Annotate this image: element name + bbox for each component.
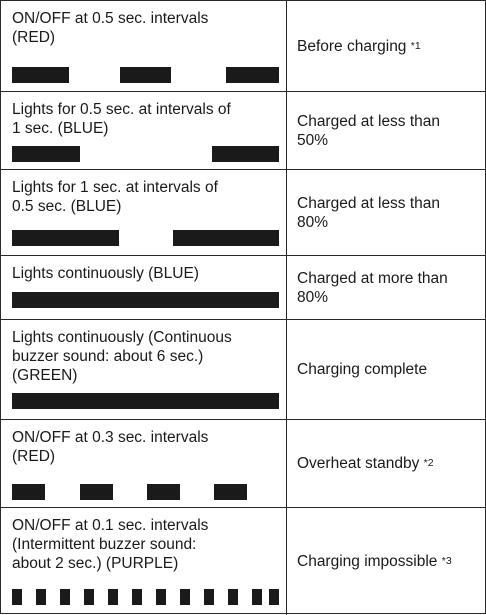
- light-segment: [132, 589, 142, 605]
- light-segment: [204, 589, 214, 605]
- light-segment: [269, 589, 279, 605]
- table-row: ON/OFF at 0.1 sec. intervals (Intermitte…: [1, 508, 485, 615]
- status-text: Charged at less than 80%: [297, 194, 441, 231]
- light-segment: [84, 589, 94, 605]
- status-text: Overheat standby: [297, 455, 420, 472]
- footnote-mark: *1: [410, 39, 421, 52]
- table-row: ON/OFF at 0.3 sec. intervals (RED) Overh…: [1, 420, 485, 508]
- indicator-description: Lights for 0.5 sec. at intervals of 1 se…: [12, 101, 231, 137]
- status-text: Charging impossible: [297, 553, 438, 570]
- light-segment: [80, 484, 113, 500]
- status-text: Charging complete: [297, 361, 428, 378]
- light-segment: [12, 589, 22, 605]
- light-segment: [120, 67, 171, 83]
- light-segment: [226, 67, 279, 83]
- table-row: Lights for 1 sec. at intervals of 0.5 se…: [1, 170, 485, 256]
- light-segment: [12, 67, 69, 83]
- indicator-description: Lights for 1 sec. at intervals of 0.5 se…: [12, 179, 218, 215]
- status-cell: Charging complete: [287, 320, 485, 419]
- indicator-cell: ON/OFF at 0.1 sec. intervals (Intermitte…: [1, 508, 287, 615]
- light-segment: [252, 589, 262, 605]
- indicator-description: ON/OFF at 0.5 sec. intervals (RED): [12, 10, 209, 46]
- table-row: Lights continuously (Continuous buzzer s…: [1, 320, 485, 420]
- light-segment: [60, 589, 70, 605]
- indicator-description: ON/OFF at 0.3 sec. intervals (RED): [12, 429, 209, 465]
- light-segment: [36, 589, 46, 605]
- light-segment: [180, 589, 190, 605]
- status-cell: Charged at more than 80%: [287, 256, 485, 319]
- light-segment: [147, 484, 180, 500]
- light-segment: [12, 484, 45, 500]
- light-segment: [12, 230, 119, 246]
- indicator-description: Lights continuously (Continuous buzzer s…: [12, 329, 232, 384]
- indicator-description: ON/OFF at 0.1 sec. intervals (Intermitte…: [12, 517, 209, 572]
- status-cell: Charged at less than 50%: [287, 92, 485, 169]
- status-cell: Charging impossible *3: [287, 508, 485, 615]
- footnote-mark: *3: [441, 555, 452, 567]
- light-segment: [12, 146, 80, 162]
- light-segment: [228, 589, 238, 605]
- indicator-cell: Lights for 0.5 sec. at intervals of 1 se…: [1, 92, 287, 169]
- table-row: Lights continuously (BLUE) Charged at mo…: [1, 256, 485, 320]
- status-cell: Overheat standby *2: [287, 420, 485, 507]
- light-segment: [12, 393, 279, 409]
- status-text: Before charging: [297, 37, 407, 55]
- light-segment: [156, 589, 166, 605]
- status-cell: Before charging *1: [287, 1, 485, 91]
- indicator-cell: Lights for 1 sec. at intervals of 0.5 se…: [1, 170, 287, 255]
- status-cell: Charged at less than 80%: [287, 170, 485, 255]
- light-segment: [173, 230, 279, 246]
- indicator-cell: Lights continuously (BLUE): [1, 256, 287, 319]
- light-segment: [108, 589, 118, 605]
- footnote-mark: *2: [423, 457, 434, 469]
- status-text: Charged at more than 80%: [297, 269, 448, 306]
- light-segment: [12, 292, 279, 308]
- indicator-cell: ON/OFF at 0.5 sec. intervals (RED): [1, 1, 287, 91]
- light-segment: [214, 484, 247, 500]
- table-row: ON/OFF at 0.5 sec. intervals (RED) Befor…: [1, 1, 485, 92]
- status-text: Charged at less than 50%: [297, 112, 441, 149]
- indicator-description: Lights continuously (BLUE): [12, 265, 199, 282]
- indicator-cell: Lights continuously (Continuous buzzer s…: [1, 320, 287, 419]
- indicator-cell: ON/OFF at 0.3 sec. intervals (RED): [1, 420, 287, 507]
- table-row: Lights for 0.5 sec. at intervals of 1 se…: [1, 92, 485, 170]
- light-segment: [212, 146, 279, 162]
